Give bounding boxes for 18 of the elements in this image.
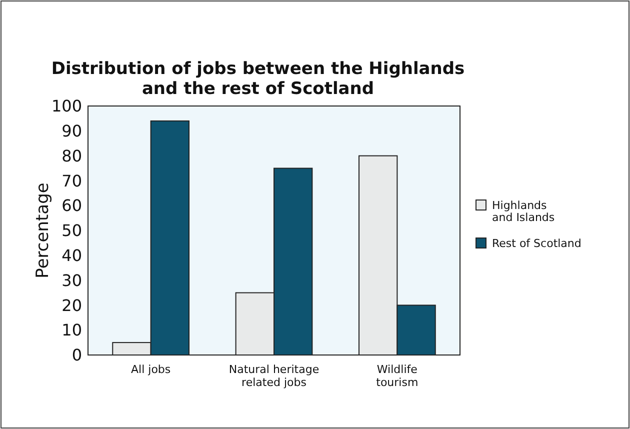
y-tick-label: 30	[62, 270, 82, 290]
legend-label: Rest of Scotland	[492, 236, 582, 250]
chart-title: Distribution of jobs between the Highlands and the rest of Scotland	[51, 59, 465, 99]
y-tick-label: 60	[62, 196, 82, 216]
y-tick-label: 0	[72, 346, 82, 365]
y-axis-title: Percentage	[33, 182, 53, 278]
x-tick-label: All jobs	[131, 363, 171, 376]
legend-label: Highlands and Islands	[492, 198, 555, 224]
y-tick-label: 90	[62, 122, 82, 140]
x-tick-label: Natural heritage related jobs	[228, 363, 320, 389]
y-tick-label: 70	[62, 171, 82, 190]
x-tick-label: Wildlife tourism	[376, 363, 418, 389]
y-tick-label: 40	[62, 246, 82, 265]
y-tick-label: 50	[62, 221, 82, 240]
y-tick-label: 80	[62, 146, 82, 166]
y-tick-label: 100	[51, 96, 82, 116]
y-tick-label: 20	[62, 296, 82, 315]
y-tick-label: 10	[62, 320, 82, 340]
